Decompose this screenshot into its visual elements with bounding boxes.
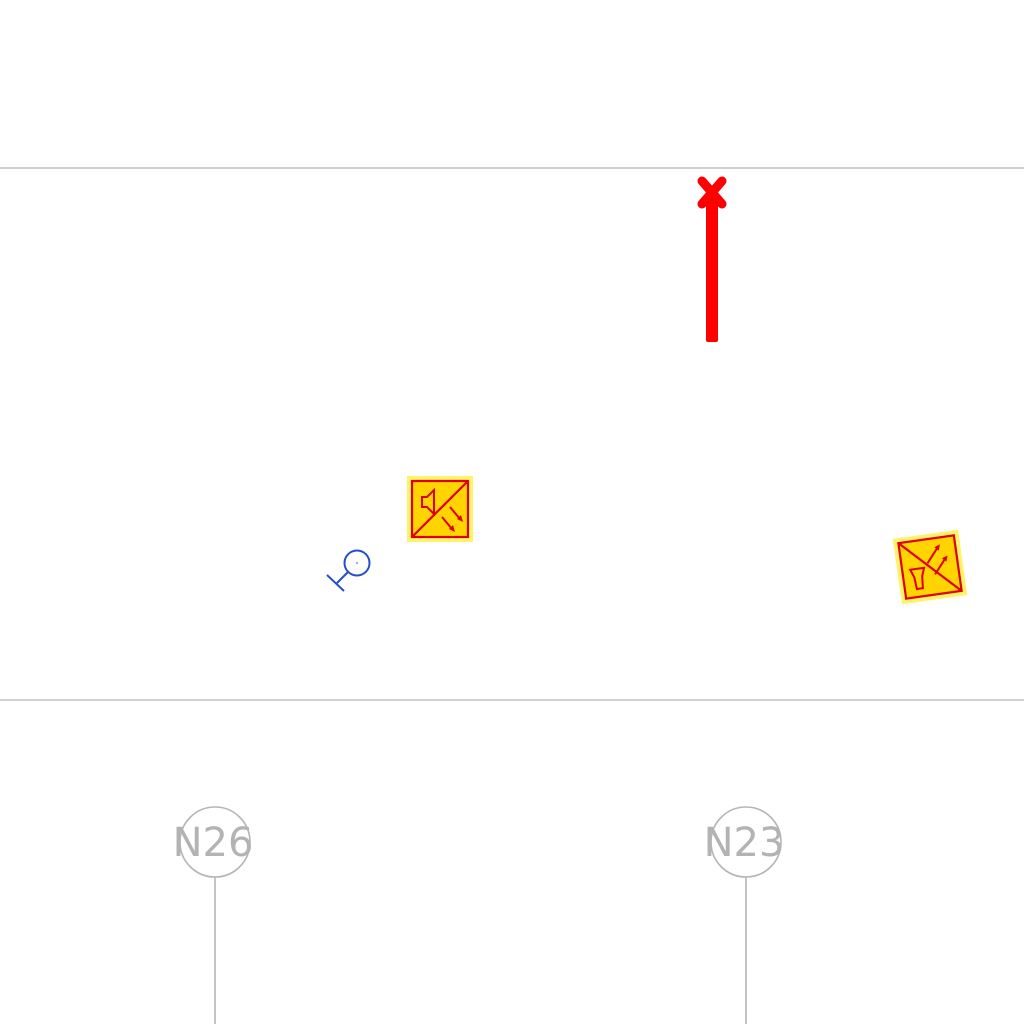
- grid-label-n26: N26: [173, 820, 254, 866]
- blue-device-symbol-icon[interactable]: [326, 549, 371, 592]
- grid-label-n23: N23: [704, 820, 785, 866]
- speaker-exit-sign-icon[interactable]: [407, 476, 473, 542]
- red-cross-terminal-icon[interactable]: [697, 176, 727, 342]
- horn-exit-sign-icon[interactable]: [892, 529, 968, 605]
- grid-bubble-n26: N26: [173, 806, 254, 1024]
- grid-bubble-n23: N23: [704, 806, 785, 1024]
